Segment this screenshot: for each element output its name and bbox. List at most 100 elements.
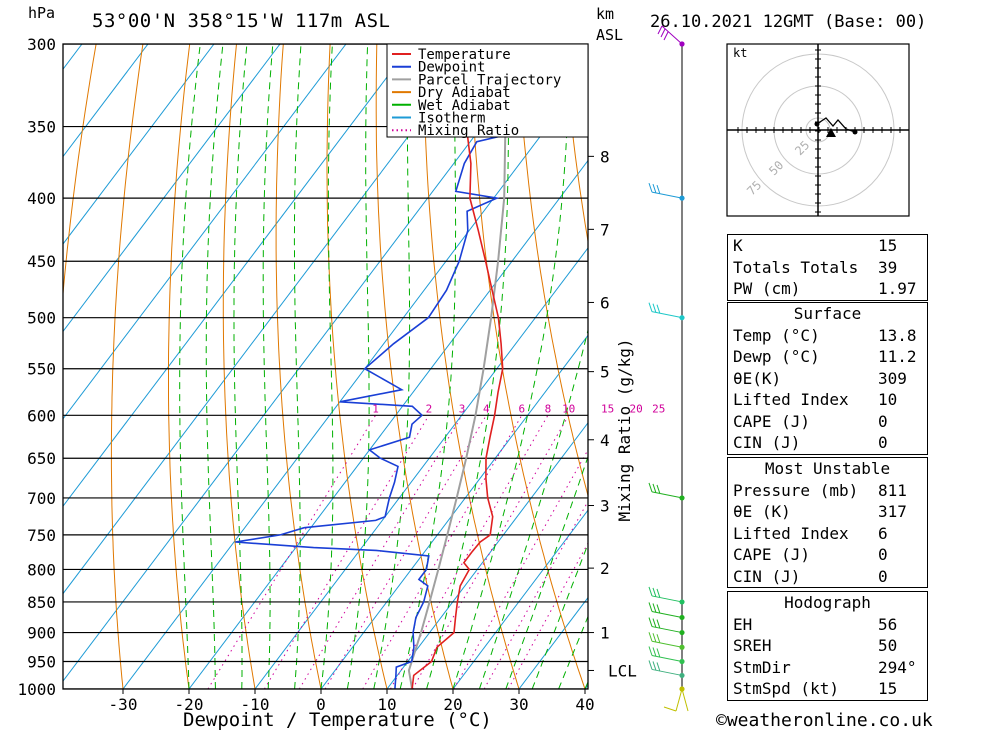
pressure-tick-label: 700 <box>27 489 56 508</box>
surface-box: Surface Temp (°C) 13.8 Dewp (°C) 11.2 θE(K) 30… <box>727 302 928 455</box>
index-row: StmSpd (kt) 15 <box>728 678 927 700</box>
pressure-tick-label: 650 <box>27 449 56 468</box>
index-label: CAPE (J) <box>733 545 811 565</box>
index-value: 50 <box>878 636 898 656</box>
index-value: 0 <box>878 545 888 565</box>
x-tick-label: 30 <box>509 695 528 714</box>
index-row: CAPE (J) 0 <box>728 411 927 433</box>
dewpoint-line <box>235 112 588 689</box>
hodograph-point <box>852 129 858 135</box>
temperature-line <box>411 44 504 689</box>
legend-label: Dry Adiabat <box>418 85 511 101</box>
index-label: Temp (°C) <box>733 325 820 345</box>
km-label: km <box>596 5 615 23</box>
dry-adiabat-line <box>222 44 256 689</box>
km-tick-label: 6 <box>600 293 610 312</box>
wet-adiabat-line <box>262 44 274 689</box>
storm-motion-marker <box>826 128 836 137</box>
index-value: 294° <box>878 657 917 677</box>
wind-barb <box>648 482 683 499</box>
pressure-unit-label: hPa <box>28 4 56 22</box>
most-unstable-box: Most Unstable Pressure (mb) 811 θE (K) 317 Li… <box>727 457 928 588</box>
wind-barb-dot <box>679 629 685 636</box>
pressure-tick-label: 450 <box>27 252 56 271</box>
wind-barb <box>648 632 683 648</box>
isotherm-line <box>63 44 215 245</box>
mixing-ratio-label: 6 <box>518 402 525 415</box>
isotherm-line <box>188 159 588 689</box>
index-value: 1.97 <box>878 279 917 299</box>
dry-adiabat-line <box>168 44 191 689</box>
pressure-tick-label: 1000 <box>17 680 56 699</box>
index-label: EH <box>733 614 753 634</box>
wind-barb-dot <box>679 644 685 650</box>
index-value: 56 <box>878 614 898 634</box>
index-row: SREH 50 <box>728 635 927 657</box>
x-tick-label: 0 <box>316 695 326 714</box>
section-title: Hodograph <box>784 593 871 612</box>
hodograph-box: Hodograph EH 56 SREH 50 StmDir 294° StmSpd (kt)… <box>727 591 928 701</box>
mixing-ratio-axis-label: Mixing Ratio (g/kg) <box>615 338 634 521</box>
index-label: K <box>733 236 743 256</box>
index-row: Lifted Index 10 <box>728 389 927 411</box>
index-value: 10 <box>878 390 898 410</box>
index-label: StmSpd (kt) <box>733 679 839 699</box>
mixing-ratio-line <box>324 415 487 689</box>
wind-barb <box>657 25 683 45</box>
hodograph-trace <box>816 117 856 133</box>
isotherm-line <box>63 44 413 508</box>
index-row: Pressure (mb) 811 <box>728 480 927 502</box>
index-label: Totals Totals <box>733 257 859 277</box>
index-label: θE(K) <box>733 368 782 388</box>
x-tick-label: -30 <box>109 695 138 714</box>
pressure-tick-label: 850 <box>27 593 56 612</box>
pressure-tick-label: 350 <box>27 118 56 137</box>
index-label: Pressure (mb) <box>733 480 859 500</box>
x-tick-label: 10 <box>377 695 396 714</box>
isotherm-line <box>63 44 479 595</box>
run-datetime: 26.10.2021 12GMT (Base: 00) <box>650 12 927 32</box>
index-value: 0 <box>878 433 888 453</box>
index-value: 811 <box>878 480 907 500</box>
parcel-trajectory-line <box>407 44 507 689</box>
km-tick-label: 4 <box>600 431 610 450</box>
legend-label: Dewpoint <box>418 60 485 76</box>
pressure-tick-label: 550 <box>27 360 56 379</box>
mixing-ratio-line <box>507 542 588 689</box>
pressure-tick-label: 750 <box>27 526 56 545</box>
dry-adiabat-line <box>110 44 144 689</box>
x-axis-label: Dewpoint / Temperature (°C) <box>183 709 492 731</box>
index-value: 309 <box>878 368 907 388</box>
index-row: CAPE (J) 0 <box>728 544 927 566</box>
dry-adiabat-line <box>375 44 454 689</box>
x-tick-label: 40 <box>575 695 594 714</box>
wet-adiabat-line <box>179 44 201 689</box>
index-row: θE(K) 309 <box>728 368 927 390</box>
km-tick-label: 5 <box>600 363 610 382</box>
isotherm-line <box>320 334 588 689</box>
index-row: CIN (J) 0 <box>728 566 927 588</box>
legend-label: Wet Adiabat <box>418 98 511 114</box>
wind-barb <box>648 182 683 199</box>
km-tick-label: 7 <box>600 220 610 239</box>
wind-barb-dot <box>679 658 685 665</box>
mixing-ratio-label: 25 <box>652 402 665 415</box>
wet-adiabat-line <box>399 44 457 689</box>
indices-top-box: K 15 Totals Totals 39 PW (cm) 1.97 <box>727 234 928 301</box>
index-row: Lifted Index 6 <box>728 523 927 545</box>
isotherm-line <box>63 44 149 158</box>
index-label: CIN (J) <box>733 433 801 453</box>
pressure-tick-label: 800 <box>27 560 56 579</box>
wind-barb-dot <box>679 672 685 679</box>
section-title: Most Unstable <box>764 459 891 478</box>
legend-label: Temperature <box>418 47 511 63</box>
index-label: Lifted Index <box>733 523 849 543</box>
hodograph-point <box>814 121 820 127</box>
index-row: CIN (J) 0 <box>728 432 927 454</box>
index-value: 15 <box>878 236 898 256</box>
isotherm-line <box>0 44 16 689</box>
pressure-tick-label: 400 <box>27 189 56 208</box>
km-tick-label: 1 <box>600 624 610 643</box>
